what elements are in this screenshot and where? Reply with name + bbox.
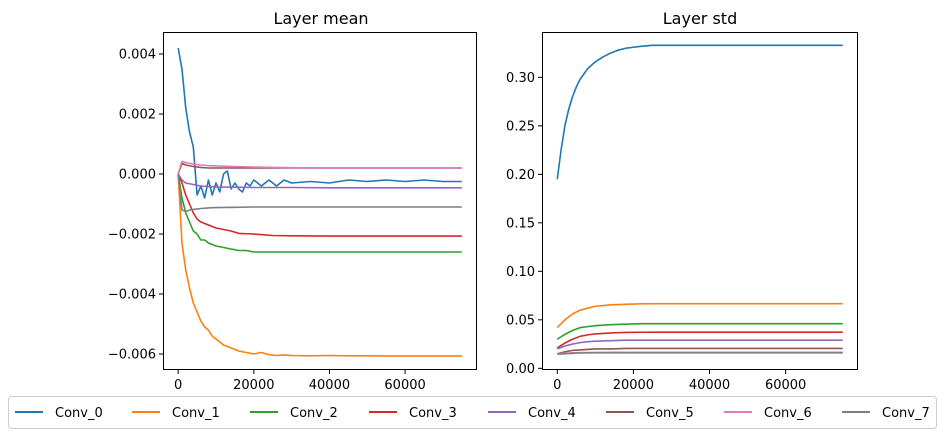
legend-frame — [8, 396, 937, 429]
y-tick-label: 0.00 — [506, 362, 535, 377]
series-line-conv-0 — [556, 44, 843, 180]
legend-label: Conv_4 — [528, 406, 576, 421]
series-line-conv-2 — [556, 322, 843, 340]
x-tick-label: 60000 — [765, 378, 806, 393]
legend-label: Conv_3 — [409, 406, 457, 421]
series-line-conv-1 — [177, 173, 462, 357]
series-line-conv-4 — [556, 339, 843, 350]
y-tick-label: 0.000 — [119, 168, 156, 183]
subplot-title: Layer mean — [273, 9, 368, 28]
y-tick-label: 0.25 — [506, 119, 535, 134]
x-tick-label: 40000 — [309, 378, 350, 393]
plot-area-frame — [542, 32, 858, 370]
y-tick-label: 0.15 — [506, 216, 535, 231]
x-tick-label: 40000 — [689, 378, 730, 393]
x-tick-label: 20000 — [233, 378, 274, 393]
y-tick-label: 0.002 — [119, 108, 156, 123]
y-tick-label: 0.10 — [506, 265, 535, 280]
legend: Conv_0 Conv_1 Conv_2 Conv_3 Conv_4 Conv_5 Conv… — [8, 396, 937, 429]
series-line-conv-4 — [177, 173, 462, 189]
legend-label: Conv_5 — [646, 406, 694, 421]
subplot-layer-mean: Layer mean 0 20000 40000 60000 −0.006 −0.004 −… — [108, 9, 477, 393]
legend-label: Conv_6 — [764, 406, 812, 421]
y-tick-label: −0.002 — [108, 228, 156, 243]
legend-label: Conv_1 — [172, 406, 220, 421]
x-tick-label: 0 — [174, 378, 182, 393]
series-line-conv-7 — [177, 173, 462, 213]
subplot-layer-std: Layer std 0 20000 40000 60000 0.00 0.05 0.10 0.… — [506, 9, 858, 393]
y-tick-label: 0.20 — [506, 168, 535, 183]
series-line-conv-7 — [557, 352, 843, 356]
series-line-conv-2 — [177, 173, 462, 253]
series-line-conv-0 — [177, 47, 462, 199]
series-line-conv-3 — [177, 173, 462, 237]
series-line-conv-3 — [556, 331, 843, 349]
y-tick-label: 0.30 — [506, 71, 535, 86]
series-line-conv-5 — [557, 347, 843, 355]
x-tick-label: 0 — [553, 378, 561, 393]
x-tick-label: 20000 — [613, 378, 654, 393]
y-tick-label: −0.004 — [108, 288, 156, 303]
legend-label: Conv_0 — [55, 406, 103, 421]
x-tick-label: 60000 — [384, 378, 425, 393]
subplot-title: Layer std — [663, 9, 737, 28]
y-tick-label: 0.05 — [506, 313, 535, 328]
y-tick-label: −0.006 — [108, 348, 156, 363]
legend-label: Conv_7 — [882, 406, 930, 421]
legend-label: Conv_2 — [290, 406, 338, 421]
series-line-conv-1 — [556, 302, 843, 329]
series-line-conv-6 — [177, 160, 462, 175]
y-tick-label: 0.004 — [119, 48, 156, 63]
plot-area-frame — [163, 32, 477, 370]
